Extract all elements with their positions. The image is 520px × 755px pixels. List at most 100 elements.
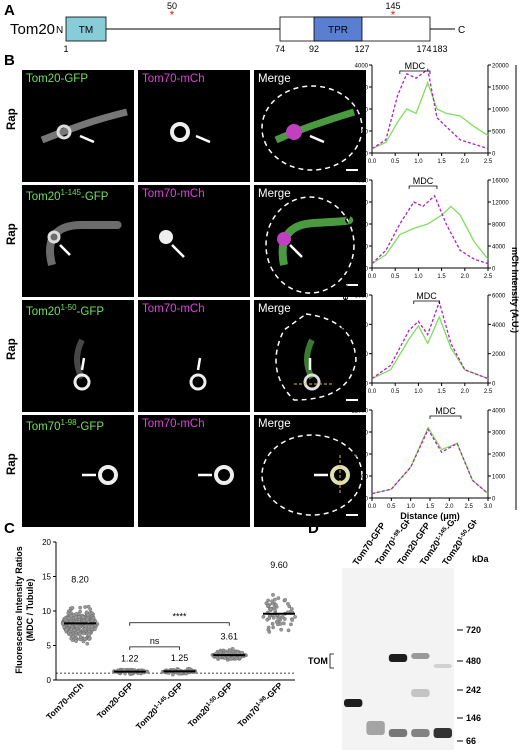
data-point: [70, 605, 75, 610]
x-tick-label: 1.0: [414, 274, 423, 280]
right-tick-label: 4000: [492, 409, 506, 415]
micro-row3-mch: Tom70-mCh: [138, 300, 250, 412]
y-tick-label: 20: [42, 538, 51, 547]
category-label: Tom20-GFP: [95, 680, 136, 721]
mdc-bracket: [408, 185, 438, 189]
blot-band: [344, 699, 363, 707]
protein-name: Tom20: [10, 21, 55, 38]
pos-127: 127: [354, 44, 369, 54]
right-tick-label: 4000: [492, 245, 506, 251]
c-terminus: C: [458, 25, 465, 36]
x-tick-label: 2.0: [461, 389, 470, 395]
data-point: [218, 655, 222, 660]
marker-label: 66: [466, 736, 476, 746]
data-point: [88, 607, 93, 612]
data-point: [271, 593, 275, 597]
y-axis-label: Fluorescence Intensity Ratios: [14, 546, 24, 674]
pos-174: 174: [416, 44, 431, 54]
left-tick-label: 0: [365, 152, 369, 158]
tm-domain: [65, 16, 107, 42]
right-tick-label: 16000: [492, 179, 509, 185]
gfp-profile-line: [371, 205, 489, 265]
left-tick-label: 3000: [355, 86, 369, 92]
micro-row1-mch: Tom70-mCh: [138, 70, 250, 182]
data-point: [74, 624, 79, 628]
data-point: [283, 617, 287, 621]
svg-text:Tom70-mCh: Tom70-mCh: [44, 680, 85, 721]
right-tick-label: 1000: [492, 475, 506, 481]
gfp-profile-line: [371, 80, 489, 150]
gfp-intensity-axis-label: GFP Intensity (A.U.): [340, 248, 350, 332]
x-tick-label: 0.0: [368, 389, 377, 395]
data-point: [286, 628, 291, 633]
data-point: [293, 615, 297, 619]
x-tick-label: 0.5: [387, 504, 396, 510]
kda-label: kDa: [472, 554, 490, 564]
right-tick-label: 20000: [492, 64, 509, 70]
pos-1: 1: [63, 44, 68, 54]
data-point: [81, 614, 85, 619]
data-point: [240, 650, 244, 655]
micro-row2-gfp: Tom201-145-GFP: [22, 185, 134, 297]
marker-label: 720: [466, 625, 481, 635]
data-point: [85, 612, 90, 617]
data-point: [286, 601, 290, 606]
x-tick-label: 2.5: [484, 159, 493, 165]
pos-92: 92: [309, 44, 319, 54]
x-tick-label: 1.5: [437, 159, 446, 165]
blot-band: [411, 689, 430, 697]
data-point: [276, 617, 281, 622]
x-tick-label: 0.0: [368, 274, 377, 280]
data-point: [77, 632, 82, 636]
left-tick-label: 2000: [355, 108, 369, 114]
category-label: Tom701-98-GFP: [236, 680, 285, 729]
tpr-label: TPR: [328, 25, 348, 36]
rap-label-row2: Rap: [6, 223, 18, 245]
x-tick-label: 0.5: [391, 159, 400, 165]
gfp-channel-label: Tom201-50-GFP: [26, 303, 105, 318]
data-point: [273, 602, 278, 607]
mch-profile-line: [371, 194, 489, 265]
right-tick-label: 0: [492, 497, 496, 503]
panel-label-b: B: [4, 52, 15, 69]
right-tick-label: 4000: [492, 323, 506, 329]
left-tick-label: 0: [365, 497, 369, 503]
y-tick-label: 0: [47, 676, 52, 685]
data-point: [68, 632, 73, 637]
data-point: [266, 627, 271, 632]
blot-band: [433, 728, 452, 738]
micro-row2-mch: Tom70-mCh: [138, 185, 250, 297]
micro-row1-merge: Merge: [254, 70, 366, 182]
blot-band: [388, 654, 408, 662]
left-tick-label: 4000: [355, 64, 369, 70]
mdc-label: MDC: [435, 406, 456, 416]
y-tick-label: 5: [47, 642, 52, 651]
micro-row4-mch: Tom70-mCh: [138, 415, 250, 527]
data-point: [73, 615, 78, 620]
scatter-chart: 0 5 10 15 20 Fluorescence Intensity Ratios (MD…: [14, 538, 297, 732]
data-point: [290, 618, 295, 622]
mdc-bracket: [413, 300, 440, 304]
data-point: [83, 624, 88, 629]
data-point: [227, 650, 232, 655]
left-tick-label: 3000: [355, 201, 369, 207]
rap-label-row1: Rap: [6, 108, 18, 130]
marker-label: 146: [466, 713, 481, 723]
data-point: [63, 617, 68, 622]
line-profile-plots: 01000200030004000050001000015000200000.0…: [340, 61, 520, 521]
right-tick-label: 10000: [492, 108, 509, 114]
data-point: [78, 605, 83, 610]
category-label: Tom201-50-GFP: [186, 680, 235, 729]
data-point: [90, 618, 95, 623]
right-tick-label: 2000: [492, 453, 506, 459]
tm-label: TM: [79, 25, 93, 36]
micro-row3-merge: Merge: [254, 300, 366, 412]
star-145-icon: *: [391, 8, 396, 22]
blot-band: [433, 664, 452, 668]
pos-74: 74: [275, 44, 285, 54]
mch-profile-line: [371, 68, 489, 150]
star-50-label: 50: [167, 1, 177, 11]
right-tick-label: 0: [492, 152, 496, 158]
right-tick-label: 0: [492, 267, 496, 273]
x-tick-label: 0.0: [368, 504, 377, 510]
